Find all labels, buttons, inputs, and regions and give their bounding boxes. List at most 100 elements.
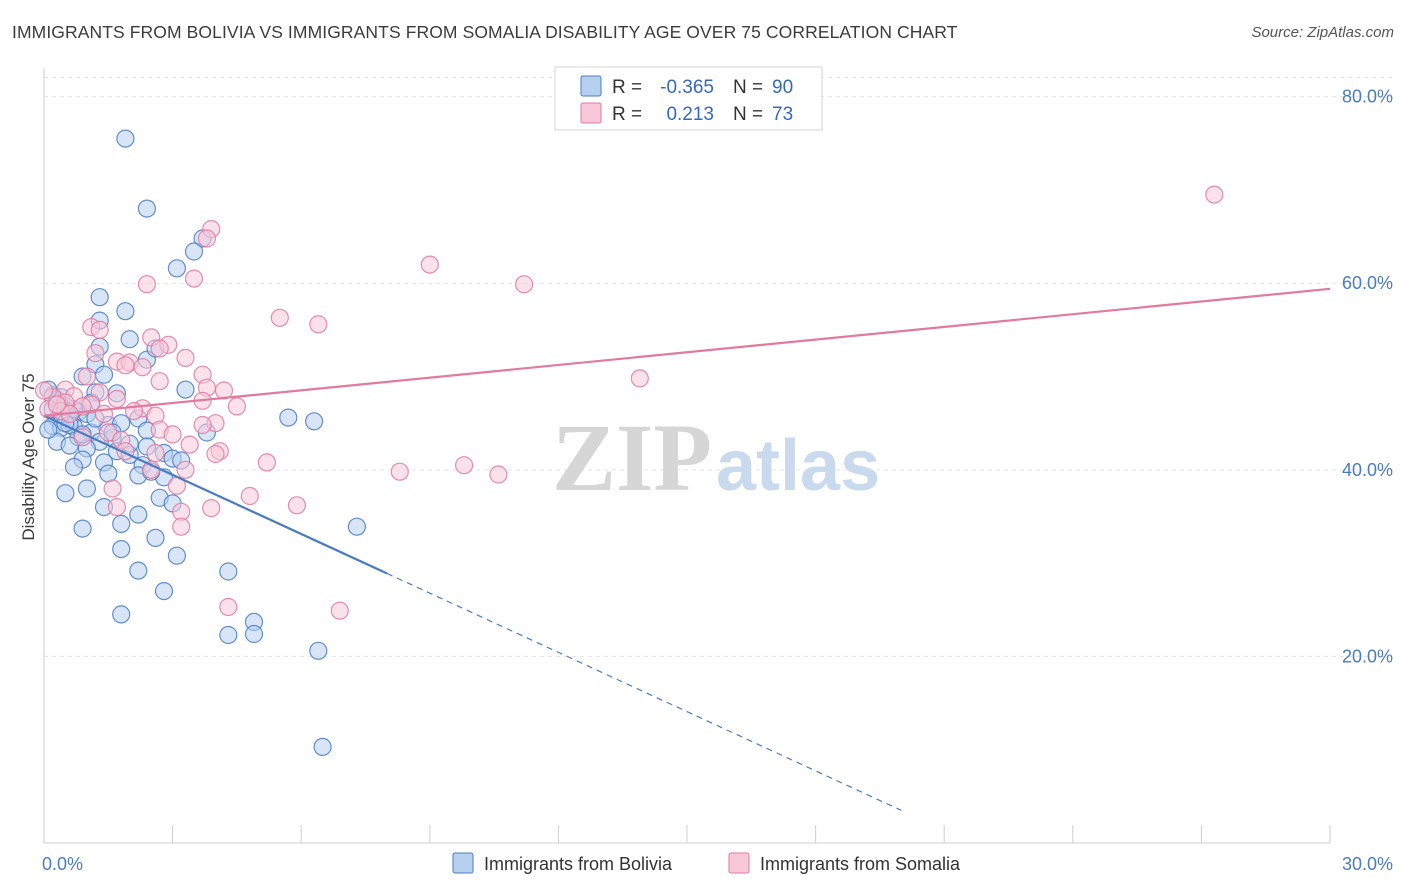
data-point-somalia	[47, 395, 67, 414]
data-point-somalia	[193, 415, 212, 435]
data-point-somalia	[309, 315, 328, 334]
data-point-somalia	[257, 453, 276, 472]
data-point-bolivia	[137, 199, 156, 218]
data-point-bolivia	[305, 412, 324, 431]
data-point-bolivia	[116, 302, 135, 321]
data-point-somalia	[180, 435, 199, 454]
data-point-somalia	[197, 229, 216, 248]
trend-lines	[43, 287, 1331, 811]
data-point-bolivia	[184, 242, 204, 261]
data-point-somalia	[86, 344, 105, 363]
stats-swatch-somalia	[580, 102, 602, 124]
y-tick-label: 20.0%	[1342, 646, 1393, 666]
stats-box: R = -0.365 N = 90 R = 0.213 N = 73	[554, 66, 823, 131]
data-point-bolivia	[73, 519, 92, 538]
data-point-somalia	[420, 255, 439, 274]
legend-swatch-bolivia[interactable]	[452, 852, 474, 874]
watermark-zip: ZIP	[552, 404, 712, 511]
stats-r-value-somalia: 0.213	[666, 104, 714, 125]
data-point-bolivia	[77, 479, 97, 498]
data-point-somalia	[489, 465, 508, 484]
data-point-somalia	[176, 348, 195, 367]
data-point-bolivia	[154, 581, 174, 601]
data-point-bolivia	[279, 408, 298, 427]
stats-r-label-somalia: R =	[612, 104, 642, 125]
watermark: ZIP atlas	[552, 404, 880, 511]
y-tick-label: 40.0%	[1342, 460, 1393, 480]
data-point-bolivia	[129, 561, 148, 580]
stats-n-value-bolivia: 90	[772, 77, 793, 98]
data-point-bolivia	[219, 625, 238, 645]
legend-label-bolivia[interactable]: Immigrants from Bolivia	[484, 854, 673, 874]
y-tick-label: 60.0%	[1342, 273, 1393, 293]
data-point-somalia	[34, 381, 54, 400]
data-point-somalia	[390, 462, 409, 481]
data-point-somalia	[146, 443, 165, 463]
data-point-somalia	[163, 425, 182, 444]
data-point-somalia	[227, 397, 246, 416]
data-point-bolivia	[120, 330, 139, 349]
y-axis-title: Disability Age Over 75	[19, 373, 38, 540]
legend-swatch-somalia[interactable]	[728, 852, 750, 874]
trend-line-bolivia	[43, 414, 388, 575]
x-tick-label: 0.0%	[42, 854, 83, 874]
data-point-bolivia	[56, 484, 75, 503]
data-point-somalia	[116, 356, 135, 375]
data-point-somalia	[103, 479, 122, 498]
data-point-somalia	[219, 597, 238, 617]
data-point-somalia	[137, 275, 156, 294]
data-point-somalia	[90, 320, 109, 339]
data-point-bolivia	[167, 546, 186, 565]
chart-source: Source: ZipAtlas.com	[1251, 24, 1394, 41]
data-point-somalia	[455, 456, 474, 475]
stats-swatch-bolivia	[580, 75, 602, 97]
data-point-somalia	[172, 517, 191, 536]
stats-n-label-somalia: N =	[733, 104, 763, 125]
data-point-somalia	[107, 389, 127, 408]
data-point-bolivia	[60, 436, 79, 455]
data-point-somalia	[240, 486, 259, 506]
axes: 20.0% 40.0% 60.0% 80.0% 0.0% 30.0%	[42, 68, 1393, 874]
data-point-bolivia	[219, 562, 238, 581]
data-point-bolivia	[64, 457, 84, 477]
data-point-bolivia	[99, 464, 118, 483]
stats-r-value-bolivia: -0.365	[660, 77, 714, 98]
data-point-bolivia	[309, 641, 328, 660]
stats-r-label-bolivia: R =	[612, 77, 642, 98]
data-point-somalia	[107, 498, 127, 517]
data-point-bolivia	[94, 365, 114, 384]
data-point-somalia	[287, 496, 306, 515]
data-point-bolivia	[167, 259, 186, 278]
data-point-bolivia	[313, 737, 332, 757]
data-point-bolivia	[112, 605, 131, 624]
data-point-somalia	[150, 339, 169, 358]
data-point-somalia	[1205, 185, 1224, 204]
data-point-bolivia	[116, 129, 135, 148]
data-point-somalia	[202, 499, 221, 518]
chart-title: IMMIGRANTS FROM BOLIVIA VS IMMIGRANTS FR…	[12, 22, 958, 42]
data-point-somalia	[133, 358, 152, 377]
chart-legend: Immigrants from Bolivia Immigrants from …	[452, 852, 961, 874]
data-point-somalia	[176, 460, 195, 479]
watermark-atlas: atlas	[716, 426, 880, 506]
trend-extension-bolivia	[386, 572, 902, 811]
trend-line-somalia	[43, 287, 1331, 417]
stats-n-label-bolivia: N =	[733, 77, 763, 98]
data-point-bolivia	[146, 528, 165, 548]
x-tick-label: 30.0%	[1342, 854, 1393, 874]
data-point-somalia	[630, 369, 649, 388]
data-point-somalia	[94, 404, 114, 423]
data-point-bolivia	[176, 380, 195, 399]
grid-lines	[44, 77, 1393, 657]
data-point-bolivia	[90, 288, 109, 307]
data-point-somalia	[184, 269, 204, 288]
stats-n-value-somalia: 73	[772, 104, 793, 125]
legend-label-somalia[interactable]: Immigrants from Somalia	[760, 854, 961, 874]
data-point-bolivia	[129, 505, 148, 524]
data-point-somalia	[514, 275, 534, 294]
data-point-somalia	[77, 367, 97, 386]
y-tick-label: 80.0%	[1342, 87, 1393, 107]
data-point-somalia	[150, 372, 169, 391]
data-point-bolivia	[112, 514, 131, 534]
